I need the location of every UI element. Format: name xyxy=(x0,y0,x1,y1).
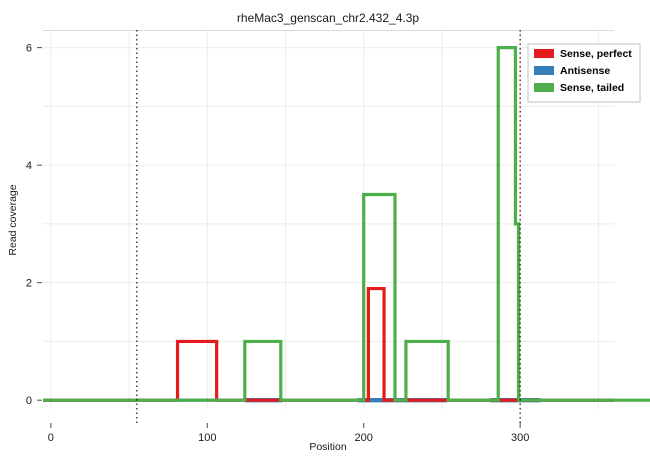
y-axis-tick-labels: 0 2 4 6 xyxy=(26,43,32,408)
legend-items: Sense, perfect Antisense Sense, tailed xyxy=(534,48,632,94)
legend-swatch-sense-tailed xyxy=(534,83,554,92)
grid-minor-vertical xyxy=(128,30,599,409)
x-tick-label-300: 300 xyxy=(511,432,529,444)
series-sense-tailed xyxy=(43,46,650,402)
legend-swatch-antisense xyxy=(534,66,554,75)
legend-label-sense-tailed: Sense, tailed xyxy=(560,82,624,94)
x-tick-label-200: 200 xyxy=(355,432,373,444)
x-tick-label-0: 0 xyxy=(48,432,54,444)
chart-title: rheMac3_genscan_chr2.432_4.3p xyxy=(237,11,419,25)
y-axis-label: Read coverage xyxy=(7,184,19,255)
legend-label-sense-perfect: Sense, perfect xyxy=(560,48,632,60)
data-series-layer xyxy=(43,46,650,403)
x-tick-label-100: 100 xyxy=(198,432,216,444)
y-tick-label-0: 0 xyxy=(26,395,32,407)
axis-tickmarks xyxy=(37,47,521,428)
y-tick-label-4: 4 xyxy=(26,160,32,172)
x-axis-label: Position xyxy=(309,441,347,453)
legend-label-antisense: Antisense xyxy=(560,65,610,77)
y-tick-label-6: 6 xyxy=(26,43,32,55)
chart-legend[interactable]: Sense, perfect Antisense Sense, tailed xyxy=(527,43,641,103)
legend-swatch-sense-perfect xyxy=(534,49,554,58)
x-axis-tick-labels: 0 100 200 300 xyxy=(48,432,530,444)
y-tick-label-2: 2 xyxy=(26,278,32,290)
